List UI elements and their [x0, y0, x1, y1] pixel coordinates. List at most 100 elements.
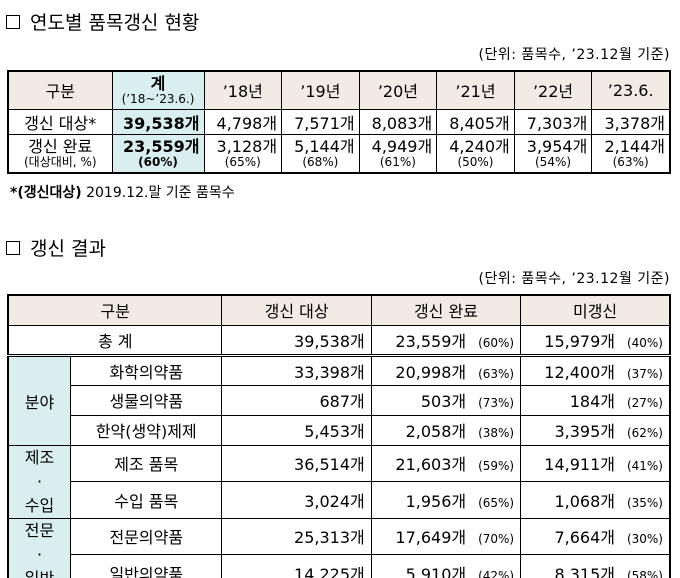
pct: (38%) [478, 426, 515, 440]
target-value: 5,453개 [221, 414, 372, 446]
done-cell: 5,910개 (42%) [370, 554, 522, 578]
header-target: 갱신 대상 [221, 294, 372, 326]
pct: (41%) [626, 459, 663, 474]
group-label-dot: · [36, 471, 43, 491]
section-title-text: 연도별 품목갱신 현황 [30, 12, 200, 34]
done-cell: 4,240개 (50%) [436, 133, 515, 174]
not-done-cell: 14,911개 (41%) [520, 444, 671, 482]
target-value: 3,378개 [591, 108, 671, 135]
table-header-row: 구분 계 (’18~’23.6.) ’18년 ’19년 ’20년 ’21년 ’2… [7, 70, 671, 110]
value: 503개 [420, 392, 467, 411]
done-value: 4,240개 [449, 136, 510, 156]
not-done-cell: 12,400개 (37%) [520, 354, 671, 386]
pct: (65%) [478, 495, 515, 510]
header-year: ’21년 [436, 70, 515, 110]
header-total-label: 계 [150, 73, 166, 93]
value: 3,395개 [554, 422, 615, 441]
pct: (35%) [626, 495, 663, 510]
pct: (37%) [626, 366, 663, 381]
total-done: 23,559개 (60%) [370, 324, 522, 357]
value: 15,979개 [544, 331, 615, 351]
header-not-done: 미갱신 [520, 294, 671, 326]
done-pct: (65%) [224, 154, 261, 169]
group-label-a: 제조 [24, 447, 55, 467]
target-value: 7,303개 [513, 108, 593, 135]
header-done: 갱신 완료 [370, 294, 522, 326]
header-year: ’20년 [358, 70, 438, 110]
done-pct: (63%) [612, 154, 649, 169]
table-row: 전문 · 일반 전문의약품 25,313개 17,649개 (70%) 7,664… [7, 517, 671, 578]
value: 14,911개 [544, 455, 615, 475]
pct: (70%) [478, 532, 515, 547]
done-cell: 3,954개 (54%) [513, 133, 593, 174]
value: 1,956개 [405, 491, 467, 511]
target-value: 3,024개 [221, 481, 372, 519]
done-value: 2,144개 [604, 136, 665, 156]
pct: (60%) [478, 335, 515, 350]
not-done-cell: 3,395개 (62%) [520, 414, 671, 446]
value: 5,910개 [405, 564, 467, 578]
done-cell: 503개 (73%) [370, 384, 522, 416]
pct: (40%) [626, 335, 663, 350]
done-total-pct: (60%) [138, 154, 178, 169]
row-label-sub: (대상대비, %) [23, 154, 97, 169]
not-done-cell: 8,315개 (58%) [520, 554, 671, 578]
pct: (27%) [626, 396, 663, 410]
table-row: 제조 · 수입 제조 품목 36,514개 21,603개 (59%) 14,91… [7, 444, 671, 519]
item-label: 일반의약품 [70, 554, 223, 578]
table-row: 생물의약품 687개 503개 (73%) 184개 (27%) [8, 384, 671, 416]
checkbox-square-icon [6, 240, 20, 255]
item-label: 화학의약품 [70, 354, 223, 386]
total-target: 39,538개 [221, 324, 372, 357]
unit-note: (단위: 품목수, ’23.12월 기준) [478, 47, 670, 63]
done-cell: 1,956개 (65%) [370, 481, 522, 519]
section-title-text: 갱신 결과 [30, 238, 106, 260]
row-label: 갱신 대상* [7, 108, 113, 135]
done-cell: 2,058개 (38%) [370, 414, 522, 446]
done-cell: 21,603개 (59%) [370, 444, 522, 482]
group-field: 분야 [7, 354, 72, 446]
group-label-dot: · [36, 544, 43, 564]
value: 184개 [569, 392, 615, 411]
group-label-b: 수입 [24, 495, 55, 515]
pct: (73%) [478, 396, 515, 410]
yearly-renewal-table: 구분 계 (’18~’23.6.) ’18년 ’19년 ’20년 ’21년 ’2… [7, 70, 671, 174]
item-label: 한약(생약)제제 [70, 414, 223, 446]
value: 8,315개 [554, 564, 615, 578]
group-pro-general: 전문 · 일반 [7, 517, 72, 578]
target-value: 33,398개 [221, 354, 372, 386]
item-label: 수입 품목 [70, 481, 223, 519]
checkbox-square-icon [6, 14, 20, 29]
section-title-result: 갱신 결과 [6, 234, 106, 261]
value: 23,559개 [395, 331, 467, 351]
table-header-row: 구분 갱신 대상 갱신 완료 미갱신 [7, 294, 671, 326]
header-total-range: (’18~’23.6.) [121, 91, 195, 106]
done-total-value: 23,559개 [123, 136, 200, 156]
total-label: 총 계 [7, 324, 223, 357]
target-value: 7,571개 [281, 108, 360, 135]
value: 2,058개 [405, 422, 467, 441]
done-value: 4,949개 [371, 136, 433, 156]
done-value: 3,954개 [526, 136, 588, 156]
pct: (42%) [478, 568, 515, 578]
header-total: 계 (’18~’23.6.) [111, 70, 205, 110]
done-value: 3,128개 [216, 136, 278, 156]
unit-note: (단위: 품목수, ’23.12월 기준) [478, 271, 670, 287]
section-title-yearly: 연도별 품목갱신 현황 [6, 8, 199, 35]
done-pct: (68%) [302, 154, 339, 169]
target-value: 14,225개 [221, 554, 372, 578]
header-year: ’23.6. [591, 70, 671, 110]
done-cell: 4,949개 (61%) [358, 133, 438, 174]
item-label: 전문의약품 [70, 517, 223, 556]
group-label-a: 전문 [24, 520, 55, 540]
done-cell: 5,144개 (68%) [281, 133, 360, 174]
value: 20,998개 [395, 362, 467, 382]
value: 12,400개 [544, 362, 615, 382]
done-pct: (54%) [535, 154, 572, 169]
table-row-done: 갱신 완료 (대상대비, %) 23,559개 (60%) 3,128개 (65%… [7, 133, 671, 174]
target-value: 8,083개 [358, 108, 438, 135]
footnote: *(갱신대상) 2019.12.말 기준 품목수 [10, 182, 235, 202]
table-row: 일반의약품 14,225개 5,910개 (42%) 8,315개 (58%) [8, 554, 671, 578]
done-value: 5,144개 [294, 136, 355, 156]
not-done-cell: 1,068개 (35%) [520, 481, 671, 519]
